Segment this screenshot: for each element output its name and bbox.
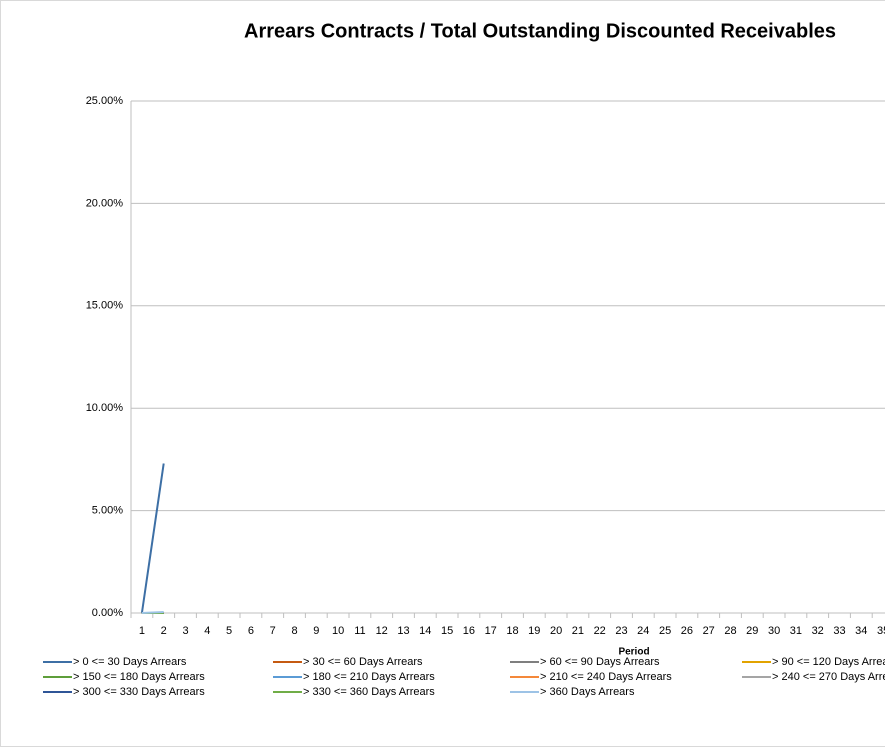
x-tick-label: 8 [291, 625, 297, 637]
x-tick-label: 3 [182, 625, 188, 637]
x-tick-label: 4 [204, 625, 210, 637]
legend-label: > 150 <= 180 Days Arrears [73, 671, 205, 683]
x-tick-label: 30 [768, 625, 780, 637]
chart-title: Arrears Contracts / Total Outstanding Di… [244, 20, 836, 42]
x-tick-label: 9 [313, 625, 319, 637]
y-tick-label: 5.00% [92, 505, 123, 517]
legend-label: > 360 Days Arrears [540, 686, 635, 698]
legend-label: > 180 <= 210 Days Arrears [303, 671, 435, 683]
legend-label: > 90 <= 120 Days Arrears [772, 656, 885, 668]
series-line [140, 463, 165, 614]
x-tick-label: 33 [833, 625, 845, 637]
x-tick-label: 28 [724, 625, 736, 637]
x-tick-label: 1 [139, 625, 145, 637]
y-tick-label: 0.00% [92, 607, 123, 619]
legend-label: > 0 <= 30 Days Arrears [73, 656, 187, 668]
y-tick-label: 15.00% [86, 300, 124, 312]
x-tick-label: 32 [812, 625, 824, 637]
legend-label: > 210 <= 240 Days Arrears [540, 671, 672, 683]
x-tick-label: 26 [681, 625, 693, 637]
y-tick-label: 20.00% [86, 197, 124, 209]
x-tick-label: 6 [248, 625, 254, 637]
x-tick-label: 18 [506, 625, 518, 637]
x-tick-label: 12 [376, 625, 388, 637]
x-tick-label: 7 [270, 625, 276, 637]
y-tick-label: 25.00% [86, 95, 124, 107]
y-tick-label: 10.00% [86, 402, 124, 414]
x-axis-title: Period [618, 647, 649, 658]
legend-label: > 60 <= 90 Days Arrears [540, 656, 660, 668]
x-tick-label: 20 [550, 625, 562, 637]
x-tick-label: 24 [637, 625, 649, 637]
x-tick-label: 17 [485, 625, 497, 637]
x-tick-label: 10 [332, 625, 344, 637]
x-tick-label: 23 [615, 625, 627, 637]
x-tick-label: 14 [419, 625, 431, 637]
legend-label: > 330 <= 360 Days Arrears [303, 686, 435, 698]
x-tick-label: 25 [659, 625, 671, 637]
legend-label: > 30 <= 60 Days Arrears [303, 656, 423, 668]
x-tick-label: 27 [703, 625, 715, 637]
x-tick-label: 16 [463, 625, 475, 637]
series-line [141, 610, 164, 614]
legend-label: > 240 <= 270 Days Arrears [772, 671, 885, 683]
x-tick-label: 34 [855, 625, 867, 637]
x-tick-label: 11 [354, 625, 365, 637]
x-tick-label: 21 [572, 625, 584, 637]
x-tick-label: 35 [877, 625, 885, 637]
legend-label: > 300 <= 330 Days Arrears [73, 686, 205, 698]
x-tick-label: 22 [594, 625, 606, 637]
x-tick-label: 19 [528, 625, 540, 637]
x-tick-label: 2 [161, 625, 167, 637]
x-tick-label: 15 [441, 625, 453, 637]
x-tick-label: 29 [746, 625, 758, 637]
x-tick-label: 5 [226, 625, 232, 637]
x-tick-label: 13 [397, 625, 409, 637]
x-tick-label: 31 [790, 625, 802, 637]
